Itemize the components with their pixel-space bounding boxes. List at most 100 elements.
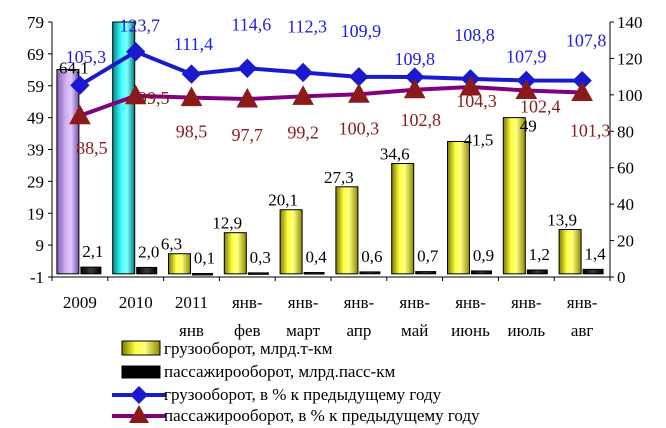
passenger-pct-point xyxy=(515,79,538,99)
freight-bar xyxy=(558,229,582,275)
passenger-bar-label: 0,7 xyxy=(417,247,439,266)
freight-pct-line xyxy=(78,49,583,87)
freight-bar-label: 20,1 xyxy=(268,191,298,210)
passenger-pct-point xyxy=(236,88,259,108)
passenger-bar-label: 2,1 xyxy=(82,242,103,261)
freight-pct-point xyxy=(181,64,202,84)
x-tick-label: июль xyxy=(507,321,545,340)
freight-pct-label: 109,9 xyxy=(341,21,382,41)
passenger-pct-label: 97,7 xyxy=(232,125,264,145)
freight-bar xyxy=(223,232,247,275)
x-tick-label: янв- xyxy=(288,293,319,312)
freight-bar-label: 64,1 xyxy=(59,58,89,77)
freight-bar-label: 12,9 xyxy=(212,214,242,233)
x-tick-label: янв- xyxy=(511,293,542,312)
passenger-pct-point xyxy=(124,84,147,105)
freight-bar xyxy=(168,253,191,275)
passenger-bar-label: 0,9 xyxy=(473,246,494,265)
freight-bar xyxy=(502,117,526,275)
x-tick-label: 2009 xyxy=(63,293,97,312)
passenger-pct-label: 88,5 xyxy=(76,138,108,158)
freight-bar xyxy=(56,68,80,275)
left-axis-tick-label: 49 xyxy=(27,109,44,128)
passenger-pct-line xyxy=(79,85,583,118)
passenger-bar xyxy=(526,269,548,275)
x-tick-label: янв- xyxy=(344,293,375,312)
freight-bar xyxy=(391,163,415,275)
passenger-bar xyxy=(303,272,325,275)
x-tick-label: авг xyxy=(571,321,594,340)
freight-pct-label: 114,6 xyxy=(231,14,271,34)
passenger-pct-point xyxy=(69,104,91,125)
freight-pct-label: 107,9 xyxy=(506,46,547,66)
left-axis-tick-label: 59 xyxy=(27,77,44,96)
left-axis-tick-label: 69 xyxy=(27,45,44,64)
legend-swatch-freight xyxy=(121,340,161,356)
passenger-bar xyxy=(80,266,102,275)
passenger-pct-label: 100,3 xyxy=(339,118,380,138)
freight-pct-point xyxy=(349,67,369,87)
passenger-pct-label: 102,4 xyxy=(520,96,561,116)
legend-swatch-passenger xyxy=(121,365,161,379)
x-tick-label: март xyxy=(286,321,320,340)
legend-label-passenger-pct: пассажирооборот, в % к предыдущему году xyxy=(164,406,480,425)
freight-pct-label: 108,8 xyxy=(454,25,495,45)
left-axis-tick-label: 79 xyxy=(27,13,44,32)
passenger-bar-label: 1,4 xyxy=(584,244,606,263)
x-tick-label: апр xyxy=(346,321,371,340)
right-axis-tick-label: 60 xyxy=(617,159,634,178)
right-axis-tick-label: 120 xyxy=(617,49,643,68)
passenger-bar-label: 0,4 xyxy=(305,248,327,267)
left-axis-tick-label: 19 xyxy=(27,204,44,223)
freight-bar-label: 41,5 xyxy=(464,131,494,150)
freight-bar xyxy=(447,141,470,275)
freight-bar xyxy=(335,186,359,275)
x-tick-label: июнь xyxy=(451,321,490,340)
right-axis-tick-label: 20 xyxy=(617,232,634,251)
x-tick-label: янв- xyxy=(399,293,430,312)
x-tick-label: 2010 xyxy=(119,293,153,312)
x-tick-label: янв xyxy=(179,321,204,340)
passenger-pct-point xyxy=(571,81,593,101)
passenger-bar xyxy=(136,266,158,275)
legend-marker-passenger-pct xyxy=(129,405,149,423)
x-tick-label: фев xyxy=(234,321,261,340)
left-axis-tick-label: 29 xyxy=(27,172,44,191)
left-axis-tick-label: 9 xyxy=(36,236,45,255)
x-tick-label: 2011 xyxy=(175,293,208,312)
passenger-bar xyxy=(582,268,604,275)
x-tick-label: янв- xyxy=(232,293,263,312)
freight-bar xyxy=(112,21,136,275)
passenger-pct-label: 101,3 xyxy=(570,120,611,140)
freight-pct-label: 123,7 xyxy=(119,16,160,36)
passenger-pct-point xyxy=(180,86,203,107)
passenger-bar-label: 2,0 xyxy=(138,242,159,261)
passenger-pct-label: 102,8 xyxy=(400,110,441,130)
freight-bar-label: 34,6 xyxy=(380,145,410,164)
freight-pct-label: 107,8 xyxy=(566,31,607,51)
freight-pct-label: 111,4 xyxy=(174,34,213,54)
x-tick-label: май xyxy=(401,321,428,340)
right-axis-tick-label: 80 xyxy=(617,122,634,141)
passenger-pct-point xyxy=(459,75,482,96)
freight-pct-label: 109,8 xyxy=(394,49,435,69)
passenger-bar-label: 0,1 xyxy=(194,248,215,267)
freight-pct-point xyxy=(70,75,90,95)
passenger-bar xyxy=(471,270,492,275)
passenger-pct-label: 99,2 xyxy=(287,122,319,142)
passenger-bar-label: 0,6 xyxy=(361,247,382,266)
passenger-bar xyxy=(359,271,381,275)
passenger-pct-point xyxy=(348,83,370,103)
passenger-bar xyxy=(247,272,269,275)
freight-pct-point xyxy=(293,62,313,83)
passenger-pct-label: 99,5 xyxy=(138,88,170,108)
right-axis-tick-label: 140 xyxy=(617,13,643,32)
freight-bar xyxy=(279,209,303,275)
freight-bar-label: 13,9 xyxy=(547,211,577,230)
right-axis-tick-label: 100 xyxy=(617,86,643,105)
left-axis-tick-label: 39 xyxy=(27,141,44,160)
legend-label-freight-pct: грузооборот, в % к предыдущему году xyxy=(164,385,442,404)
freight-bar-label: 49 xyxy=(520,117,537,136)
